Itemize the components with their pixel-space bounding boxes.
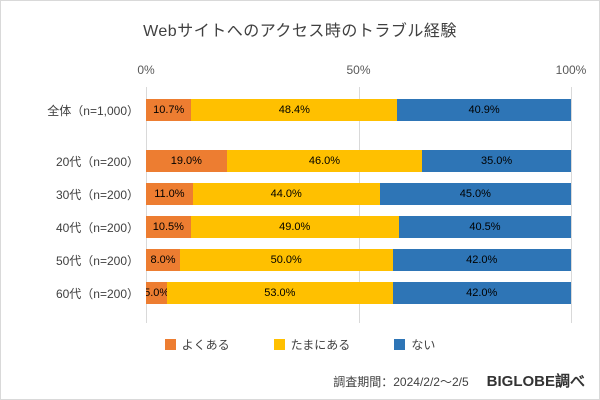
bar-segment: 48.4% (191, 99, 398, 121)
bar-segment: 53.0% (167, 282, 393, 304)
bar-segment: 8.0% (146, 249, 180, 271)
bar-value-label: 45.0% (459, 188, 491, 200)
bar-value-label: 11.0% (154, 188, 185, 200)
x-axis-tick: 50% (346, 63, 371, 77)
survey-period-text: 調査期間：2024/2/2～2/5 (333, 375, 469, 389)
bar-segment: 19.0% (146, 150, 227, 172)
row-label: 50代（n=200） (55, 253, 139, 268)
bar-segment: 40.5% (398, 216, 571, 238)
bar-value-label: 53.0% (264, 287, 296, 299)
row-label: 40代（n=200） (55, 220, 139, 235)
gridline (146, 87, 147, 323)
row-label: 30代（n=200） (55, 187, 139, 202)
bar-value-label: 40.5% (469, 221, 501, 233)
bar-value-label: 19.0% (170, 155, 202, 167)
row-label: 60代（n=200） (55, 286, 139, 301)
chart-rows: 全体（n=1,000） 10.7% 48.4% 40.9% 20代（n=200） 19.0… (11, 99, 571, 315)
chart-row: 40代（n=200） 10.5% 49.0% 40.5% (11, 216, 571, 238)
bar-value-label: 40.9% (468, 104, 500, 116)
row-label: 20代（n=200） (55, 154, 139, 169)
gridlines (146, 87, 572, 323)
legend-label: ない (411, 338, 436, 352)
bar-segment: 46.0% (226, 150, 423, 172)
bar-value-label: 44.0% (270, 188, 302, 200)
legend-item: ない (394, 336, 435, 353)
bar-value-label: 42.0% (466, 254, 498, 266)
chart-title: Webサイトへのアクセス時のトラブル経験 (143, 23, 457, 40)
bar-value-label: 10.7% (153, 104, 185, 116)
bar-value-label: 5.0% (146, 287, 167, 299)
x-axis-tick: 100% (555, 63, 587, 77)
chart-row: 30代（n=200） 11.0% 44.0% 45.0% (11, 183, 571, 205)
bar-segment: 49.0% (190, 216, 399, 238)
bar-segment: 10.7% (146, 99, 192, 121)
row-label: 全体（n=1,000） (47, 103, 139, 118)
gridline (571, 87, 572, 323)
chart-row: 全体（n=1,000） 10.7% 48.4% 40.9% (11, 99, 571, 121)
stacked-bar: 5.0% 53.0% 42.0% (146, 282, 571, 304)
gridline (358, 87, 360, 323)
bar-value-label: 42.0% (466, 287, 498, 299)
bar-value-label: 8.0% (150, 254, 176, 266)
legend-swatch (273, 339, 285, 350)
legend: よくある たまにある ない (1, 336, 599, 353)
bar-segment: 11.0% (146, 183, 193, 205)
bar-value-label: 35.0% (481, 155, 513, 167)
legend-swatch (394, 339, 406, 350)
legend-item: よくある (164, 336, 230, 353)
source-credit: BIGLOBE調べ (486, 373, 585, 390)
legend-label: たまにある (290, 338, 351, 352)
bar-segment: 40.9% (397, 99, 571, 121)
legend-swatch (164, 339, 176, 350)
stacked-bar: 10.5% 49.0% 40.5% (146, 216, 571, 238)
bar-segment: 45.0% (379, 183, 571, 205)
chart-row: 20代（n=200） 19.0% 46.0% 35.0% (11, 150, 571, 172)
x-axis-tick: 0% (137, 63, 155, 77)
bar-value-label: 50.0% (270, 254, 302, 266)
bar-segment: 5.0% (146, 282, 168, 304)
bar-segment: 42.0% (392, 282, 571, 304)
stacked-bar: 11.0% 44.0% 45.0% (146, 183, 571, 205)
bar-segment: 10.5% (146, 216, 191, 238)
stacked-bar: 19.0% 46.0% 35.0% (146, 150, 571, 172)
bar-value-label: 46.0% (308, 155, 341, 167)
footer: 調査期間：2024/2/2～2/5 BIGLOBE調べ (333, 370, 585, 391)
chart-row: 50代（n=200） 8.0% 50.0% 42.0% (11, 249, 571, 271)
bar-value-label: 49.0% (279, 221, 311, 233)
legend-item: たまにある (273, 336, 351, 353)
x-axis: 0% 50% 100% (137, 63, 586, 79)
bar-value-label: 48.4% (278, 104, 310, 116)
bar-value-label: 10.5% (152, 221, 184, 233)
chart-row: 60代（n=200） 5.0% 53.0% 42.0% (11, 282, 571, 304)
bar-segment: 50.0% (180, 249, 393, 271)
bar-segment: 44.0% (192, 183, 380, 205)
stacked-bar: 8.0% 50.0% 42.0% (146, 249, 571, 271)
legend-label: よくある (181, 338, 230, 352)
bar-segment: 35.0% (422, 150, 571, 172)
bar-segment: 42.0% (392, 249, 571, 271)
stacked-bar: 10.7% 48.4% 40.9% (146, 99, 571, 121)
